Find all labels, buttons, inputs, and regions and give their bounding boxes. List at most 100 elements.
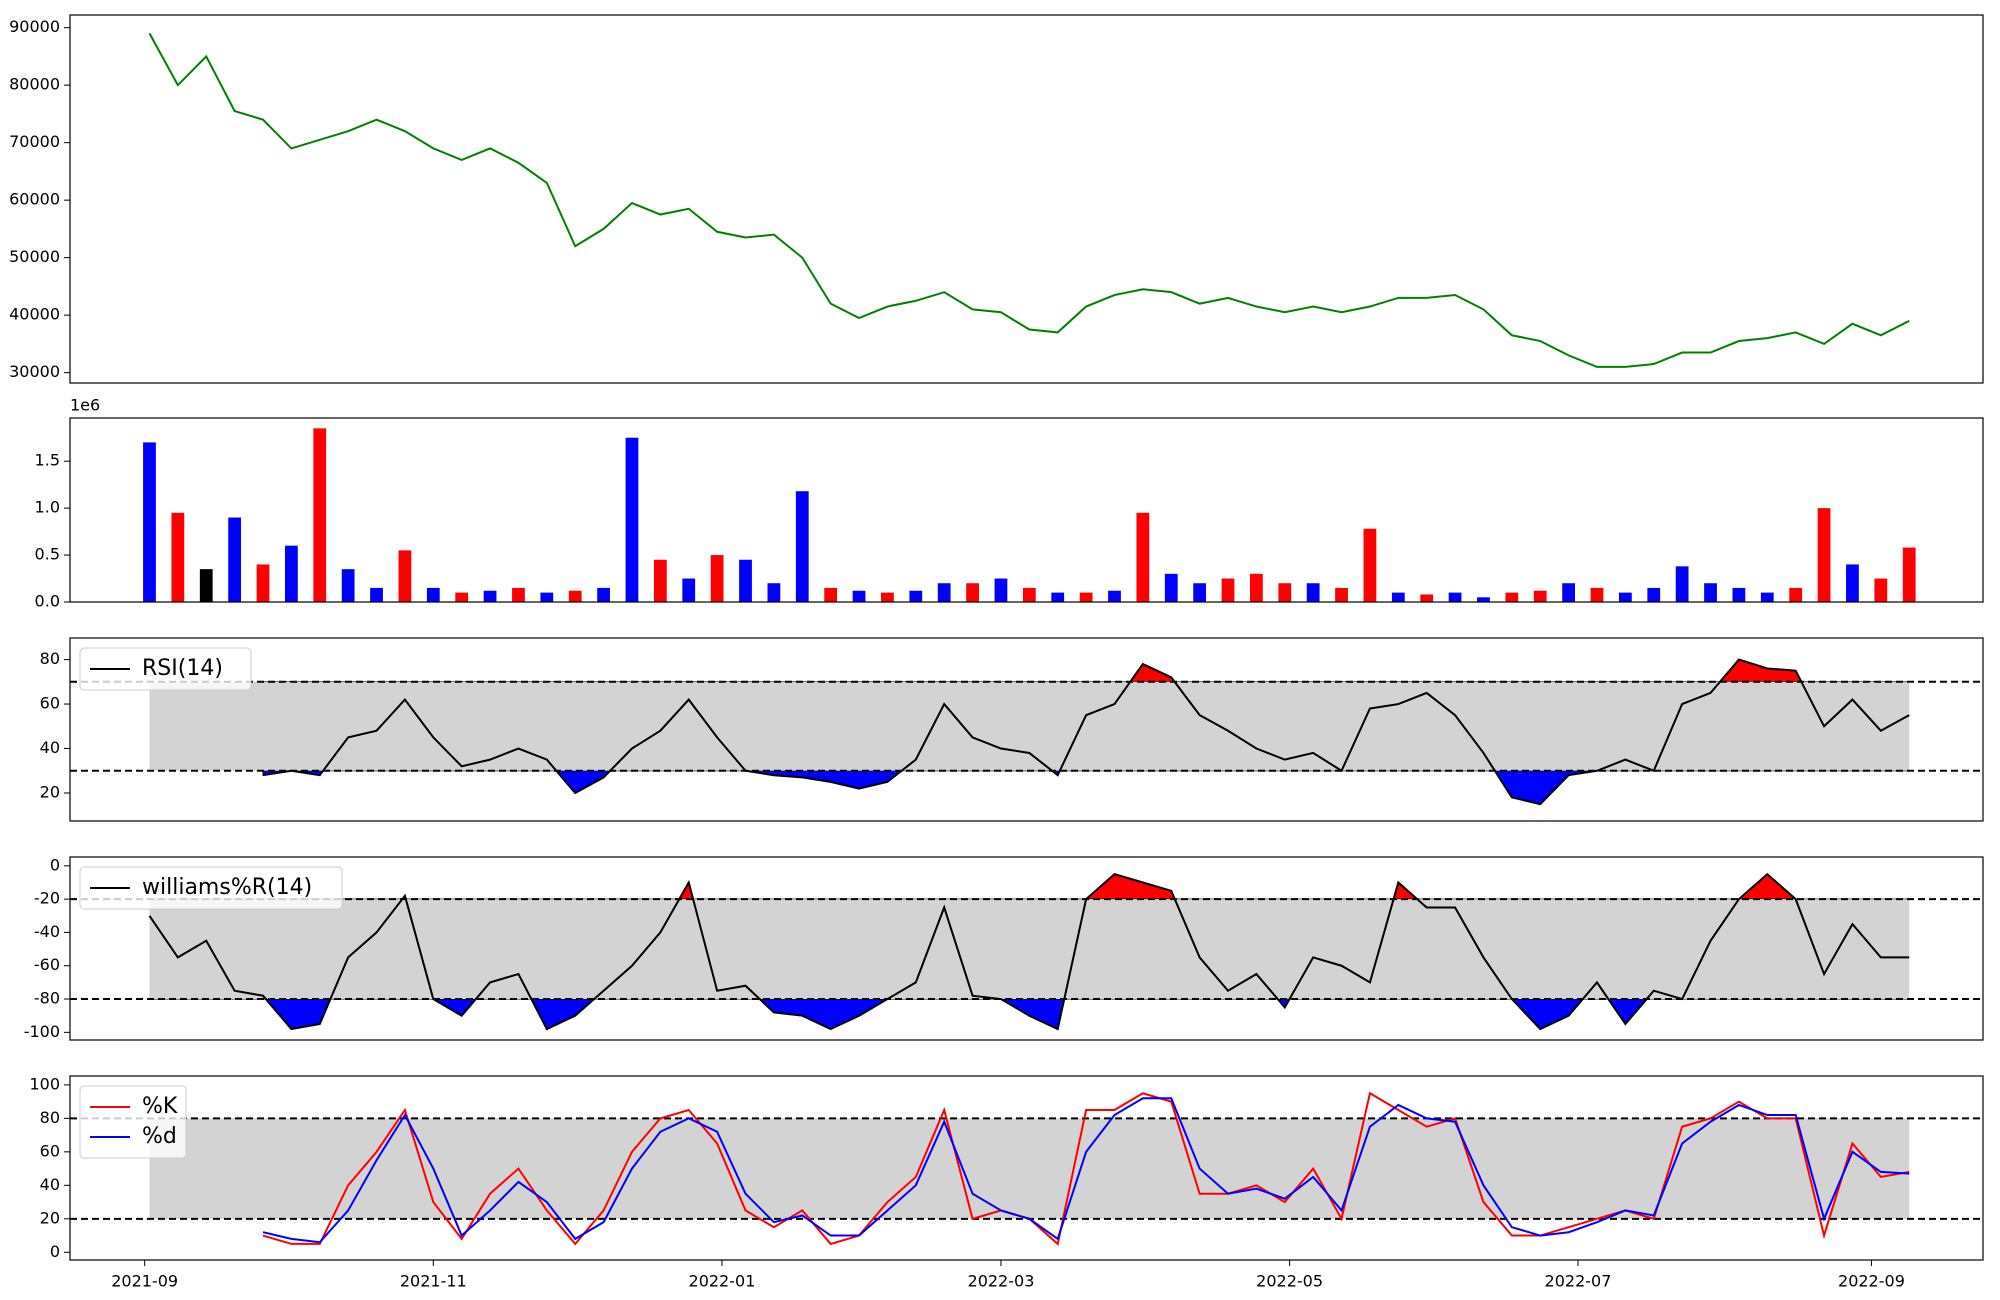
axes-frame	[69, 14, 1984, 384]
offset-label: 1e6	[70, 396, 100, 415]
bar	[1732, 587, 1746, 602]
bar	[852, 590, 866, 602]
bar	[1789, 587, 1803, 602]
bar	[512, 587, 525, 602]
band	[149, 681, 1910, 771]
series-line	[148, 872, 1910, 1031]
y-tick-label: 0	[50, 855, 60, 874]
bar	[1278, 583, 1292, 602]
x-tick-label: 2022-03	[968, 1272, 1035, 1291]
y-tick-label: 60	[40, 694, 60, 713]
bar	[881, 592, 894, 602]
bar	[795, 491, 809, 602]
bar	[1817, 508, 1831, 602]
y-tick-label: 40	[40, 1175, 60, 1194]
y-tick-label: 70000	[9, 132, 60, 151]
bar	[199, 569, 213, 602]
bar	[313, 428, 327, 602]
bar	[568, 590, 582, 602]
series-line	[262, 1097, 1910, 1244]
bar	[256, 564, 270, 602]
bar	[143, 442, 156, 602]
y-tick-label: 90000	[9, 17, 60, 36]
y-tick-label: 40000	[9, 305, 60, 324]
axes-frame	[69, 637, 1984, 822]
bar	[1760, 592, 1774, 602]
bar	[1874, 578, 1888, 602]
bar	[625, 437, 639, 602]
legend-label: RSI(14)	[142, 656, 223, 681]
y-tick-label: 100	[29, 1074, 60, 1093]
bar	[370, 587, 383, 602]
legend-box	[79, 866, 343, 910]
bar	[909, 590, 923, 602]
y-tick-label: 80	[40, 649, 60, 668]
bar	[483, 590, 497, 602]
bar	[1079, 592, 1093, 602]
bar	[739, 559, 752, 602]
y-tick-label: 1.0	[35, 498, 60, 517]
y-tick-label: 0.0	[35, 592, 60, 611]
axes-frame	[69, 417, 1984, 603]
legend-label: %d	[142, 1124, 177, 1149]
bar	[767, 583, 781, 602]
x-tick-label: 2021-09	[111, 1272, 178, 1291]
bar	[994, 578, 1008, 602]
y-tick-label: -40	[34, 922, 60, 941]
y-tick-label: -60	[34, 955, 60, 974]
bar	[1420, 594, 1434, 602]
legend-label: %K	[142, 1094, 178, 1119]
bar	[824, 587, 838, 602]
bar	[1136, 512, 1150, 602]
bar	[1108, 590, 1121, 602]
x-tick-label: 2022-09	[1838, 1272, 1905, 1291]
y-tick-label: 40	[40, 738, 60, 757]
bar	[171, 512, 185, 602]
bar	[1193, 583, 1207, 602]
band	[149, 1118, 1910, 1219]
bar	[1533, 590, 1547, 602]
legend-box	[79, 647, 252, 691]
bar	[1448, 592, 1462, 602]
y-tick-label: 80000	[9, 75, 60, 94]
axes-frame	[69, 856, 1984, 1041]
y-tick-label: -20	[34, 889, 60, 908]
bar	[1675, 566, 1689, 602]
bar	[540, 592, 554, 602]
bar	[966, 583, 979, 602]
under-fill	[262, 770, 1910, 805]
y-tick-label: 60	[40, 1141, 60, 1160]
bar	[1477, 597, 1490, 602]
bar	[426, 587, 440, 602]
y-tick-label: 0.5	[35, 545, 60, 564]
x-tick-label: 2022-07	[1545, 1272, 1612, 1291]
legend-label: williams%R(14)	[142, 875, 312, 900]
legend-box	[79, 1085, 187, 1159]
bar	[1505, 592, 1519, 602]
bar	[1562, 583, 1575, 602]
bar	[341, 569, 355, 602]
bar	[1647, 587, 1661, 602]
bar	[1164, 573, 1178, 602]
x-tick-label: 2022-01	[689, 1272, 756, 1291]
bar	[653, 559, 667, 602]
y-tick-label: 50000	[9, 247, 60, 266]
bar	[1221, 578, 1235, 602]
bar	[1250, 573, 1263, 602]
y-tick-label: 0	[50, 1242, 60, 1261]
bar	[682, 578, 696, 602]
bar	[398, 550, 412, 602]
bar	[1846, 564, 1859, 602]
bar	[1391, 592, 1405, 602]
bar	[1590, 587, 1604, 602]
y-tick-label: -100	[24, 1022, 60, 1041]
bar	[1618, 592, 1632, 602]
bar	[1022, 587, 1036, 602]
series-line	[262, 658, 1910, 806]
band	[149, 899, 1910, 1000]
bar	[1902, 547, 1916, 602]
bar	[455, 592, 469, 602]
y-tick-label: 20	[40, 782, 60, 801]
